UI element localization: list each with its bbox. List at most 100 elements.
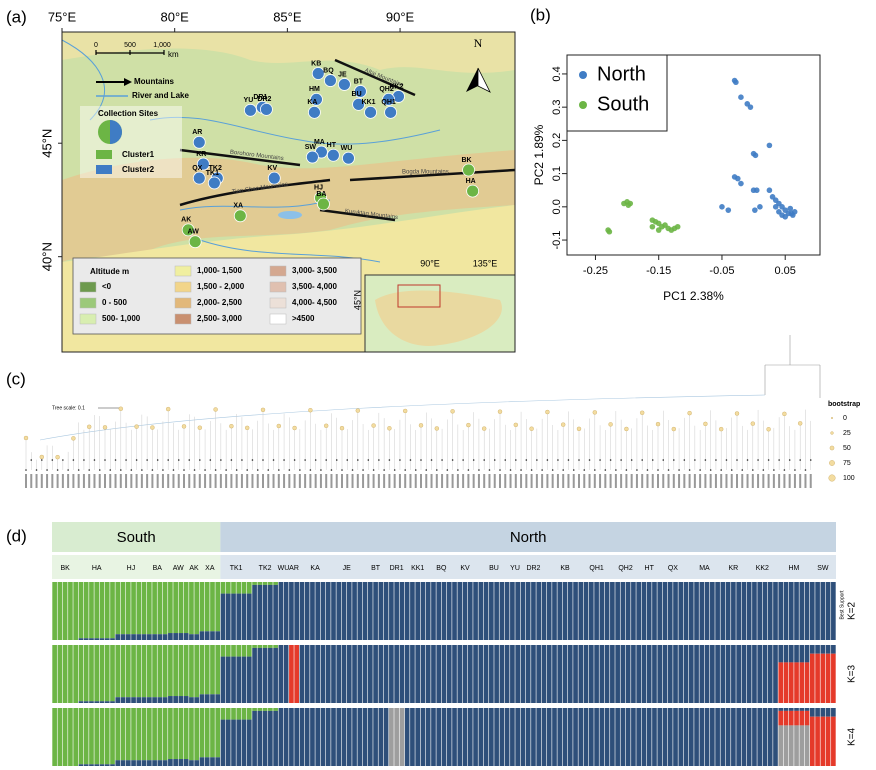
tree-tip [478,469,480,471]
point [790,212,796,218]
ancestry-segment [94,645,100,702]
ancestry-segment [773,582,778,640]
tip-label-placeholder [93,474,96,488]
tree-tip [314,459,317,461]
mountain-line [319,208,396,222]
tree-tip [204,469,206,471]
k-label: K=2 [847,602,858,621]
bootstrap-key [828,474,836,482]
ancestry-segment [694,645,699,703]
ancestry-segment [799,708,805,711]
ancestry-segment [273,710,278,766]
ancestry-segment [78,638,84,640]
ancestry-segment [268,584,273,640]
ancestry-segment [499,708,505,766]
tree-tip [636,469,638,471]
ancestry-segment [294,708,300,766]
ancestry-segment [362,582,368,640]
ancestry-segment [210,757,215,766]
tree-tip [120,469,122,471]
tree-tip [662,459,665,461]
ancestry-segment [473,582,478,640]
tip-label-placeholder [778,474,781,488]
tree-tip [804,469,807,471]
ancestry-segment [746,645,752,703]
tree-tip [546,459,549,461]
ancestry-segment [99,764,105,766]
tree-tip [425,469,428,471]
site-label: AW [188,229,200,236]
ancestry-segment [673,645,678,703]
tree-tip [262,459,264,461]
tree-tip [451,459,454,461]
ancestry-segment [104,645,110,702]
scale-bar [95,50,165,55]
tip-label-placeholder [757,474,760,488]
tree-tip [220,459,222,461]
bootstrap-key [831,417,834,420]
legend-label: Cluster1 [122,150,155,159]
tip-label-placeholder [309,474,312,488]
ancestry-segment [215,645,221,695]
population-label: SW [817,565,829,572]
tree-node [387,426,392,431]
ancestry-segment [52,582,57,640]
tip-label-placeholder [351,474,354,488]
panel-label: (c) [6,369,26,388]
tree-node [165,406,171,412]
ancestry-segment [94,764,100,766]
ancestry-segment [120,697,126,703]
tree-tip [283,459,285,461]
ancestry-segment [136,634,142,640]
ancestry-segment [431,645,436,703]
ancestry-segment [373,708,378,766]
ancestry-segment [757,582,763,640]
ancestry-segment [183,645,189,697]
ancestry-segment [210,631,215,640]
altitude-label: 4,000- 4,500 [292,298,337,307]
ancestry-segment [173,645,178,697]
ancestry-segment [725,708,731,766]
river [61,39,441,263]
ancestry-segment [462,645,468,703]
point [738,94,744,100]
tree-tip [309,469,312,471]
altitude-label: 500- 1,000 [102,314,141,323]
ancestry-segment [304,582,310,640]
ancestry-segment [694,708,699,766]
ancestry-segment [683,708,689,766]
tree-tip [809,459,812,461]
ancestry-segment [294,582,300,640]
ancestry-segment [673,708,678,766]
ancestry-segment [604,582,610,640]
ancestry-segment [788,662,794,703]
ancestry-segment [246,719,252,766]
ancestry-segment [289,645,294,703]
ancestry-segment [336,582,342,640]
ancestry-segment [336,645,342,703]
ancestry-segment [541,582,547,640]
ancestry-segment [141,760,147,766]
site [233,209,247,223]
tip-label-placeholder [767,474,770,488]
ancestry-segment [794,708,799,711]
ancestry-segment [483,708,489,766]
ancestry-segment [252,584,257,640]
ancestry-segment [641,708,647,766]
lon-tick-label: 90°E [386,9,415,24]
ancestry-segment [541,708,547,766]
tip-label-placeholder [477,474,480,488]
tree-tip [251,459,254,461]
ancestry-segment [62,645,68,703]
ancestry-segment [757,708,763,766]
bootstrap-key [829,445,835,451]
tree-tip [41,459,43,461]
tip-label-placeholder [699,474,702,488]
ancestry-segment [83,708,89,765]
ancestry-segment [410,582,415,640]
tree-tip [609,459,612,461]
tree-tip [214,469,217,471]
tip-label-placeholder [741,474,744,488]
tree-node [276,423,281,429]
